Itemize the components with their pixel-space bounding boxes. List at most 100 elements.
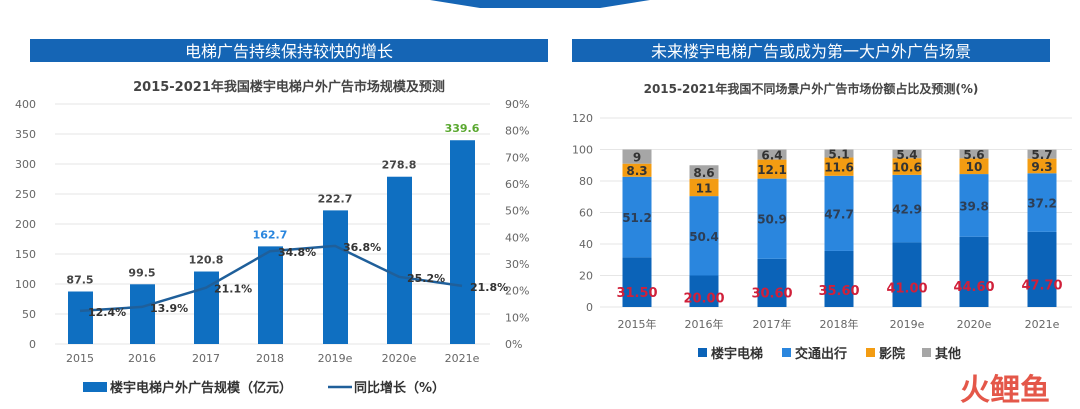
legend-swatch <box>782 348 791 357</box>
bar-label: 87.5 <box>66 274 93 287</box>
segment-label: 42.9 <box>892 203 922 217</box>
x-tick: 2021e <box>1025 318 1060 331</box>
y-tick: 350 <box>15 128 36 141</box>
segment-label: 10.6 <box>892 161 922 175</box>
x-tick: 2018年 <box>820 317 859 331</box>
segment-label: 5.7 <box>1031 148 1052 162</box>
left-banner-text: 电梯广告持续保持较快的增长 <box>185 42 393 61</box>
left-banner <box>30 39 548 62</box>
stacked-segment <box>824 157 854 176</box>
stacked-segment <box>622 149 652 164</box>
stacked-segment <box>622 163 652 177</box>
stacked-segment <box>757 149 787 160</box>
y2-tick: 40% <box>505 231 529 244</box>
y2-tick: 50% <box>505 205 529 218</box>
stacked-segment <box>892 174 922 243</box>
bar-label: 222.7 <box>318 192 353 205</box>
top-decoration <box>430 0 650 8</box>
y-tick: 60 <box>579 207 593 220</box>
y-tick: 40 <box>579 238 593 251</box>
y2-tick: 20% <box>505 285 529 298</box>
line-label: 12.4% <box>88 306 126 319</box>
y-tick: 0 <box>586 301 593 314</box>
segment-label: 5.6 <box>963 148 984 162</box>
segment-label: 12.1 <box>757 163 787 177</box>
bar-label: 99.5 <box>128 266 155 279</box>
bar <box>323 210 348 344</box>
watermark-logo: 火鲤鱼 <box>960 373 1050 408</box>
y-tick: 0 <box>29 338 36 351</box>
segment-label: 44.60 <box>953 280 994 295</box>
segment-label: 47.70 <box>1021 278 1062 293</box>
legend-line-label: 同比增长（%） <box>354 380 445 396</box>
y-tick: 100 <box>15 278 36 291</box>
segment-label: 37.2 <box>1027 197 1057 211</box>
y2-tick: 0% <box>505 338 522 351</box>
stacked-segment <box>757 178 787 259</box>
stacked-segment <box>959 149 989 159</box>
segment-label: 11.6 <box>824 161 854 175</box>
y-tick: 200 <box>15 218 36 231</box>
segment-label: 11 <box>696 181 713 195</box>
bar-label: 120.8 <box>189 254 224 267</box>
stacked-segment <box>824 175 854 251</box>
segment-label: 39.8 <box>959 199 989 213</box>
line-label: 36.8% <box>343 241 381 254</box>
segment-label: 8.3 <box>626 164 647 178</box>
legend-label: 影院 <box>879 346 905 362</box>
y-tick: 300 <box>15 158 36 171</box>
stacked-segment <box>757 159 787 179</box>
stacked-segment <box>757 258 787 307</box>
x-tick: 2018 <box>256 352 284 365</box>
y-tick: 150 <box>15 248 36 261</box>
y-tick: 120 <box>572 112 593 125</box>
segment-label: 5.1 <box>828 148 849 162</box>
bar-label: 278.8 <box>382 159 417 172</box>
line-label: 21.8% <box>470 281 508 294</box>
line-label: 25.2% <box>407 272 445 285</box>
y-tick: 50 <box>22 308 36 321</box>
bar-label: 339.6 <box>445 122 480 135</box>
legend-label: 楼宇电梯 <box>711 346 763 362</box>
bar <box>387 176 412 344</box>
y2-tick: 60% <box>505 178 529 191</box>
bar <box>258 246 283 344</box>
x-tick: 2019e <box>890 318 925 331</box>
legend-bar-label: 楼宇电梯户外广告规模（亿元） <box>110 380 292 396</box>
segment-label: 20.00 <box>683 292 724 307</box>
stacked-segment <box>622 257 652 307</box>
x-tick: 2020e <box>382 352 417 365</box>
y-tick: 100 <box>572 144 593 157</box>
segment-label: 5.4 <box>896 148 917 162</box>
right-banner <box>572 39 1050 62</box>
segment-label: 9 <box>633 151 641 165</box>
y2-tick: 70% <box>505 151 529 164</box>
y2-tick: 30% <box>505 258 529 271</box>
x-tick: 2021e <box>445 352 480 365</box>
bar <box>450 140 475 344</box>
bar-label: 162.7 <box>253 228 288 241</box>
y-tick: 400 <box>15 98 36 111</box>
stacked-segment <box>1027 173 1057 232</box>
segment-label: 51.2 <box>622 211 652 225</box>
x-tick: 2019e <box>318 352 353 365</box>
stacked-segment <box>1027 158 1057 174</box>
x-tick: 2016 <box>128 352 156 365</box>
right-banner-text: 未来楼宇电梯广告或成为第一大户外广告场景 <box>651 42 971 61</box>
stacked-segment <box>892 158 922 175</box>
segment-label: 47.7 <box>824 207 854 221</box>
y-tick: 20 <box>579 270 593 283</box>
y-tick: 80 <box>579 175 593 188</box>
y2-tick: 90% <box>505 98 529 111</box>
legend-bar-swatch <box>83 382 107 392</box>
stacked-segment <box>689 178 719 197</box>
line-label: 21.1% <box>214 283 252 296</box>
stacked-segment <box>959 236 989 307</box>
legend-swatch <box>866 348 875 357</box>
legend-label: 其他 <box>935 346 961 362</box>
legend-label: 交通出行 <box>795 346 847 362</box>
line-label: 13.9% <box>150 302 188 315</box>
x-tick: 2015年 <box>618 317 657 331</box>
bar <box>130 284 155 344</box>
